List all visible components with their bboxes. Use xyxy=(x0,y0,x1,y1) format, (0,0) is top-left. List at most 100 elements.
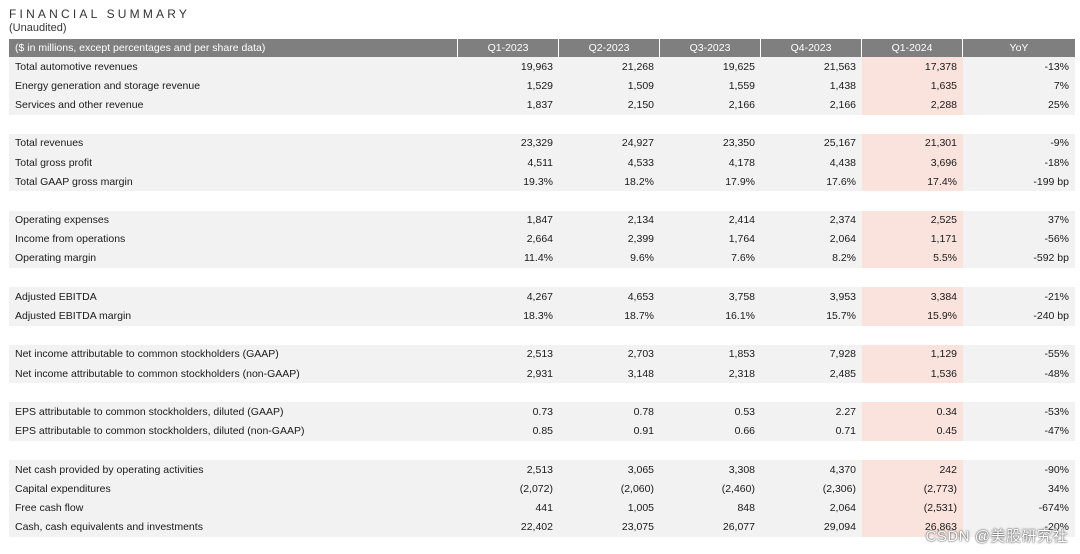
value-cell-q1-2023: 1,529 xyxy=(458,76,559,96)
row-label: Services and other revenue xyxy=(9,95,458,115)
value-cell-q3-2023: 848 xyxy=(660,498,761,518)
value-cell-q2-2023: 21,268 xyxy=(559,57,660,77)
value-cell-q1-2023: 1,837 xyxy=(458,95,559,115)
page-title: FINANCIAL SUMMARY xyxy=(9,7,191,21)
header-q1-2024: Q1-2024 xyxy=(862,39,963,57)
value-cell-q1-2023: 441 xyxy=(458,498,559,518)
table-row: Net cash provided by operating activitie… xyxy=(9,459,1075,480)
value-cell-yoy: -674% xyxy=(963,498,1075,518)
value-cell-q4-2023: 2,374 xyxy=(761,210,862,230)
value-cell-yoy: -53% xyxy=(963,402,1075,422)
row-label: Net income attributable to common stockh… xyxy=(9,364,458,384)
spacer-cell xyxy=(9,268,1075,288)
row-label: Income from operations xyxy=(9,229,458,249)
value-cell-yoy: -90% xyxy=(963,459,1075,480)
value-cell-q2-2023: 2,703 xyxy=(559,344,660,364)
header-q1-2023: Q1-2023 xyxy=(458,39,559,57)
value-cell-q4-2023: 2,166 xyxy=(761,95,862,115)
header-q2-2023: Q2-2023 xyxy=(559,39,660,57)
value-cell-q2-2023: 0.78 xyxy=(559,402,660,422)
row-label: Total gross profit xyxy=(9,152,458,173)
value-cell-q4-2023: 7,928 xyxy=(761,344,862,364)
table-row: Operating expenses 1,847 2,134 2,414 2,374 2,… xyxy=(9,210,1075,230)
value-cell-q4-2023: 1,438 xyxy=(761,76,862,96)
row-label: Total GAAP gross margin xyxy=(9,172,458,192)
value-cell-q1-2024: 0.34 xyxy=(862,402,963,422)
value-cell-q3-2023: 1,853 xyxy=(660,344,761,364)
value-cell-q3-2023: 4,178 xyxy=(660,152,761,173)
group-spacer xyxy=(9,325,1075,345)
value-cell-q3-2023: 26,077 xyxy=(660,517,761,537)
value-cell-q3-2023: 1,764 xyxy=(660,229,761,249)
value-cell-q2-2023: (2,060) xyxy=(559,479,660,499)
value-cell-q3-2023: 16.1% xyxy=(660,306,761,326)
value-cell-q4-2023: 21,563 xyxy=(761,57,862,77)
value-cell-q1-2024: 242 xyxy=(862,459,963,480)
group-spacer xyxy=(9,440,1075,460)
value-cell-q1-2023: 1,847 xyxy=(458,210,559,230)
value-cell-q2-2023: 2,399 xyxy=(559,229,660,249)
row-label: Net cash provided by operating activitie… xyxy=(9,459,458,480)
value-cell-q3-2023: 1,559 xyxy=(660,76,761,96)
row-label: Energy generation and storage revenue xyxy=(9,76,458,96)
value-cell-q1-2023: 0.73 xyxy=(458,402,559,422)
value-cell-yoy: 37% xyxy=(963,210,1075,230)
value-cell-q4-2023: 2.27 xyxy=(761,402,862,422)
value-cell-q1-2024: 5.5% xyxy=(862,248,963,269)
value-cell-q3-2023: 17.9% xyxy=(660,172,761,192)
table-body: Total automotive revenues 19,963 21,268 19,… xyxy=(9,57,1075,537)
table-row: Total automotive revenues 19,963 21,268 19,… xyxy=(9,57,1075,77)
value-cell-q3-2023: 7.6% xyxy=(660,248,761,269)
spacer-cell xyxy=(9,383,1075,403)
value-cell-q2-2023: 24,927 xyxy=(559,133,660,153)
value-cell-q1-2024: 1,171 xyxy=(862,229,963,249)
table-row: Net income attributable to common stockh… xyxy=(9,364,1075,384)
value-cell-q1-2023: 2,513 xyxy=(458,459,559,480)
value-cell-yoy: 25% xyxy=(963,95,1075,115)
financial-summary-table: ($ in millions, except percentages and p… xyxy=(9,39,1075,537)
value-cell-yoy: -199 bp xyxy=(963,172,1075,192)
value-cell-q1-2023: 2,664 xyxy=(458,229,559,249)
group-spacer xyxy=(9,114,1075,134)
value-cell-q3-2023: 2,318 xyxy=(660,364,761,384)
value-cell-q2-2023: 0.91 xyxy=(559,421,660,441)
value-cell-q2-2023: 18.2% xyxy=(559,172,660,192)
value-cell-q1-2024: 17,378 xyxy=(862,57,963,77)
spacer-cell xyxy=(9,114,1075,134)
page-subtitle: (Unaudited) xyxy=(9,22,67,34)
value-cell-q2-2023: 3,065 xyxy=(559,459,660,480)
value-cell-q1-2024: 1,129 xyxy=(862,344,963,364)
value-cell-q1-2024: 26,863 xyxy=(862,517,963,537)
value-cell-q3-2023: 0.53 xyxy=(660,402,761,422)
value-cell-q1-2024: 15.9% xyxy=(862,306,963,326)
value-cell-q3-2023: (2,460) xyxy=(660,479,761,499)
value-cell-q1-2024: 3,384 xyxy=(862,287,963,307)
value-cell-yoy: 7% xyxy=(963,76,1075,96)
value-cell-q1-2024: 3,696 xyxy=(862,152,963,173)
header-q3-2023: Q3-2023 xyxy=(660,39,761,57)
value-cell-q2-2023: 4,653 xyxy=(559,287,660,307)
row-label: Capital expenditures xyxy=(9,479,458,499)
row-label: EPS attributable to common stockholders,… xyxy=(9,402,458,422)
group-spacer xyxy=(9,383,1075,403)
table-row: Free cash flow 441 1,005 848 2,064 (2,531) -67… xyxy=(9,498,1075,518)
value-cell-q2-2023: 23,075 xyxy=(559,517,660,537)
value-cell-q4-2023: 4,438 xyxy=(761,152,862,173)
table-row: Operating margin 11.4% 9.6% 7.6% 8.2% 5.5% -59… xyxy=(9,248,1075,269)
table-row: Adjusted EBITDA 4,267 4,653 3,758 3,953 3,384… xyxy=(9,287,1075,307)
value-cell-yoy: -18% xyxy=(963,152,1075,173)
value-cell-q4-2023: 3,953 xyxy=(761,287,862,307)
row-label: Adjusted EBITDA margin xyxy=(9,306,458,326)
value-cell-q3-2023: 2,166 xyxy=(660,95,761,115)
value-cell-yoy: -13% xyxy=(963,57,1075,77)
value-cell-q3-2023: 3,758 xyxy=(660,287,761,307)
value-cell-q4-2023: 0.71 xyxy=(761,421,862,441)
value-cell-q1-2024: (2,773) xyxy=(862,479,963,499)
value-cell-q4-2023: 17.6% xyxy=(761,172,862,192)
table-row: EPS attributable to common stockholders,… xyxy=(9,402,1075,422)
value-cell-q1-2023: 11.4% xyxy=(458,248,559,269)
value-cell-q4-2023: 2,064 xyxy=(761,229,862,249)
value-cell-q2-2023: 9.6% xyxy=(559,248,660,269)
value-cell-q4-2023: 15.7% xyxy=(761,306,862,326)
value-cell-yoy: -240 bp xyxy=(963,306,1075,326)
